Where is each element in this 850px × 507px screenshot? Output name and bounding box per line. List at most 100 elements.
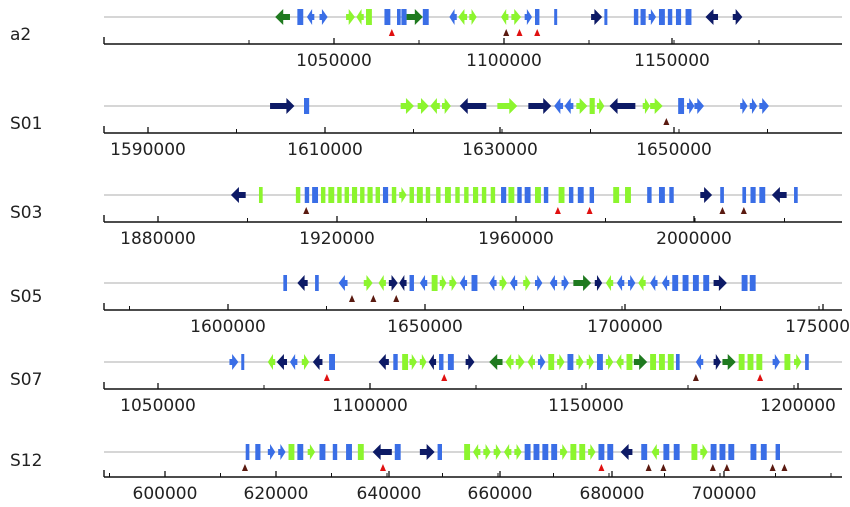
gene-arrow xyxy=(605,354,614,370)
gene-arrow xyxy=(579,444,586,460)
gene-arrow xyxy=(528,98,552,114)
gene-arrow xyxy=(720,187,724,203)
gene-arrow xyxy=(728,444,735,460)
track-s01: S01 1590000 1610000 1630000 1650000 xyxy=(10,98,842,160)
gene-arrow xyxy=(576,354,584,370)
site-marker xyxy=(769,464,776,471)
site-marker xyxy=(586,207,593,214)
gene-arrow xyxy=(604,9,608,25)
tick-label: 1610000 xyxy=(287,140,363,160)
site-marker xyxy=(598,464,605,471)
gene-arrow xyxy=(307,444,316,460)
gene-arrow xyxy=(561,275,569,291)
gene-arrow xyxy=(567,354,574,370)
gene-arrow xyxy=(607,444,614,460)
gene-arrow xyxy=(465,354,475,370)
gene-arrow xyxy=(742,187,747,203)
gene-arrow xyxy=(503,444,512,460)
gene-arrow xyxy=(384,9,391,25)
gene-arrow xyxy=(394,444,401,460)
gene-arrow xyxy=(304,187,310,203)
gene-arrow xyxy=(609,98,636,114)
gene-arrow xyxy=(694,98,704,114)
gene-arrow xyxy=(534,187,541,203)
gene-arrow xyxy=(658,354,665,370)
tick-label: 700000 xyxy=(692,484,757,504)
gene-arrow xyxy=(402,354,409,370)
gene-arrow xyxy=(658,9,665,25)
gene-arrow xyxy=(557,354,565,370)
gene-arrow xyxy=(692,275,699,291)
gene-arrow xyxy=(534,275,543,291)
gene-arrow xyxy=(267,444,276,460)
gene-arrow xyxy=(388,275,398,291)
gene-arrow xyxy=(409,187,414,203)
gene-arrow xyxy=(542,444,549,460)
gene-arrow xyxy=(449,9,457,25)
gene-arrow xyxy=(419,444,435,460)
track-label: S12 xyxy=(10,451,42,471)
gene-arrow xyxy=(267,354,276,370)
gene-arrow xyxy=(605,275,614,291)
gene-arrow xyxy=(473,187,479,203)
gene-arrow xyxy=(667,9,673,25)
gene-arrow xyxy=(669,187,674,203)
site-marker xyxy=(534,29,541,36)
gene-arrow xyxy=(695,354,704,370)
site-marker xyxy=(781,464,788,471)
gene-arrow xyxy=(577,187,584,203)
gene-arrow xyxy=(245,444,250,460)
gene-arrow xyxy=(533,444,540,460)
gene-arrow xyxy=(633,9,639,25)
gene-arrow xyxy=(740,98,748,114)
gene-arrow xyxy=(437,444,443,460)
track-label: S01 xyxy=(10,114,42,134)
gene-arrow xyxy=(396,9,401,25)
tick-label: 2000000 xyxy=(656,229,732,249)
site-marker xyxy=(516,29,523,36)
gene-arrow xyxy=(772,354,781,370)
gene-arrow xyxy=(589,187,595,203)
track-s12: S12 600000 620000 640000 660000 680000 700000 xyxy=(10,444,842,504)
site-marker xyxy=(692,374,699,381)
tick-label: 1650000 xyxy=(636,140,712,160)
gene-arrow xyxy=(784,354,791,370)
gene-arrow xyxy=(401,9,407,25)
gene-arrow xyxy=(481,187,487,203)
gene-arrow xyxy=(713,275,727,291)
gene-arrow xyxy=(483,444,491,460)
gene-arrow xyxy=(651,444,659,460)
tick-label: 600000 xyxy=(133,484,198,504)
gene-arrow xyxy=(464,187,469,203)
gene-arrow xyxy=(640,9,646,25)
gene-arrow xyxy=(473,444,481,460)
gene-arrow xyxy=(805,354,809,370)
gene-arrow xyxy=(471,275,478,291)
tick-label: 640000 xyxy=(357,484,422,504)
gene-arrow xyxy=(750,187,756,203)
gene-arrow xyxy=(524,187,531,203)
track-a2: a2 1050000 1100000 1150000 xyxy=(10,9,842,71)
gene-arrow xyxy=(365,9,372,25)
gene-arrow xyxy=(431,275,438,291)
gene-arrow xyxy=(459,98,487,114)
gene-arrow xyxy=(524,9,533,25)
gene-arrow xyxy=(458,9,468,25)
gene-arrow xyxy=(419,354,427,370)
gene-arrow xyxy=(663,444,670,460)
site-marker xyxy=(663,118,670,125)
site-marker xyxy=(348,295,355,302)
gene-arrow xyxy=(616,354,624,370)
tick-label: 1920000 xyxy=(299,229,375,249)
site-marker xyxy=(645,464,652,471)
gene-arrow xyxy=(312,187,319,203)
gene-arrow xyxy=(549,275,558,291)
gene-arrow xyxy=(537,354,546,370)
site-marker xyxy=(503,29,510,36)
gene-arrow xyxy=(382,187,389,203)
gene-arrow xyxy=(430,98,440,114)
tick-label: 1150000 xyxy=(634,51,710,71)
gene-arrow xyxy=(444,187,451,203)
track-label: S07 xyxy=(10,370,42,390)
